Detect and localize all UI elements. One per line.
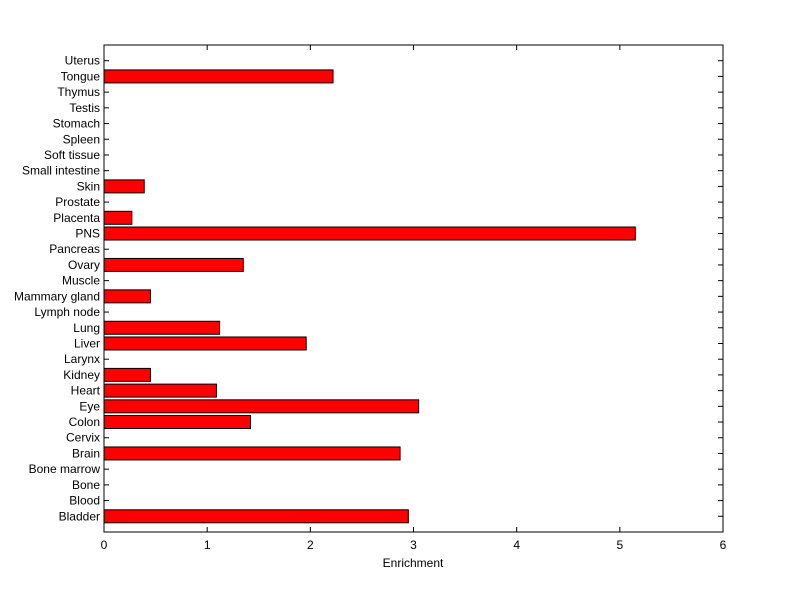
- bars-layer: [103, 69, 636, 524]
- y-tick-label: Small intestine: [22, 164, 100, 178]
- bar-brain: [103, 446, 401, 461]
- x-axis-label: Enrichment: [383, 556, 444, 570]
- y-tick-label: Larynx: [64, 352, 100, 366]
- y-tick-label: Soft tissue: [44, 148, 100, 162]
- y-tick-label: Stomach: [53, 117, 100, 131]
- bar-pns: [103, 226, 636, 241]
- y-tick-label: PNS: [75, 227, 100, 241]
- x-tick-label: 4: [513, 538, 520, 552]
- y-tick-label: Testis: [69, 101, 100, 115]
- bar-placenta: [103, 210, 133, 225]
- y-tick-label: Ovary: [68, 258, 100, 272]
- y-tick-label: Heart: [71, 384, 101, 398]
- y-tick-label: Tongue: [61, 69, 101, 83]
- y-tick-label: Bone marrow: [29, 462, 101, 476]
- y-tick-label: Lymph node: [34, 305, 100, 319]
- bar-liver: [103, 336, 307, 351]
- x-tick-label: 5: [616, 538, 623, 552]
- y-tick-label: Liver: [74, 336, 100, 350]
- y-tick-label: Brain: [72, 446, 100, 460]
- bar-kidney: [103, 367, 151, 382]
- y-tick-label: Kidney: [63, 368, 100, 382]
- y-tick-label: Lung: [73, 321, 100, 335]
- y-tick-label: Placenta: [53, 211, 100, 225]
- y-tick-label: Blood: [69, 494, 100, 508]
- x-tick-label: 6: [720, 538, 727, 552]
- x-tick-label: 0: [101, 538, 108, 552]
- y-tick-label: Muscle: [62, 274, 100, 288]
- y-tick-label: Eye: [79, 399, 100, 413]
- bar-tongue: [103, 69, 334, 84]
- x-tick-label: 3: [410, 538, 417, 552]
- y-tick-label: Pancreas: [49, 242, 100, 256]
- bar-bladder: [103, 509, 409, 524]
- y-tick-label: Mammary gland: [14, 289, 100, 303]
- bar-lung: [103, 320, 221, 335]
- bar-eye: [103, 399, 420, 414]
- x-tick-label: 2: [307, 538, 314, 552]
- x-tick-label: 1: [204, 538, 211, 552]
- plot-frame: [103, 44, 724, 533]
- bar-colon: [103, 415, 251, 430]
- bar-mammary-gland: [103, 289, 151, 304]
- y-tick-label: Uterus: [65, 54, 100, 68]
- y-tick-label: Prostate: [55, 195, 100, 209]
- y-tick-label: Colon: [69, 415, 100, 429]
- y-tick-label: Bladder: [59, 509, 100, 523]
- bar-heart: [103, 383, 217, 398]
- bar-ovary: [103, 257, 244, 272]
- y-tick-label: Cervix: [66, 431, 100, 445]
- y-tick-label: Bone: [72, 478, 100, 492]
- y-tick-label: Spleen: [63, 132, 100, 146]
- bar-skin: [103, 179, 145, 194]
- y-tick-label: Skin: [77, 179, 100, 193]
- y-tick-label: Thymus: [57, 85, 100, 99]
